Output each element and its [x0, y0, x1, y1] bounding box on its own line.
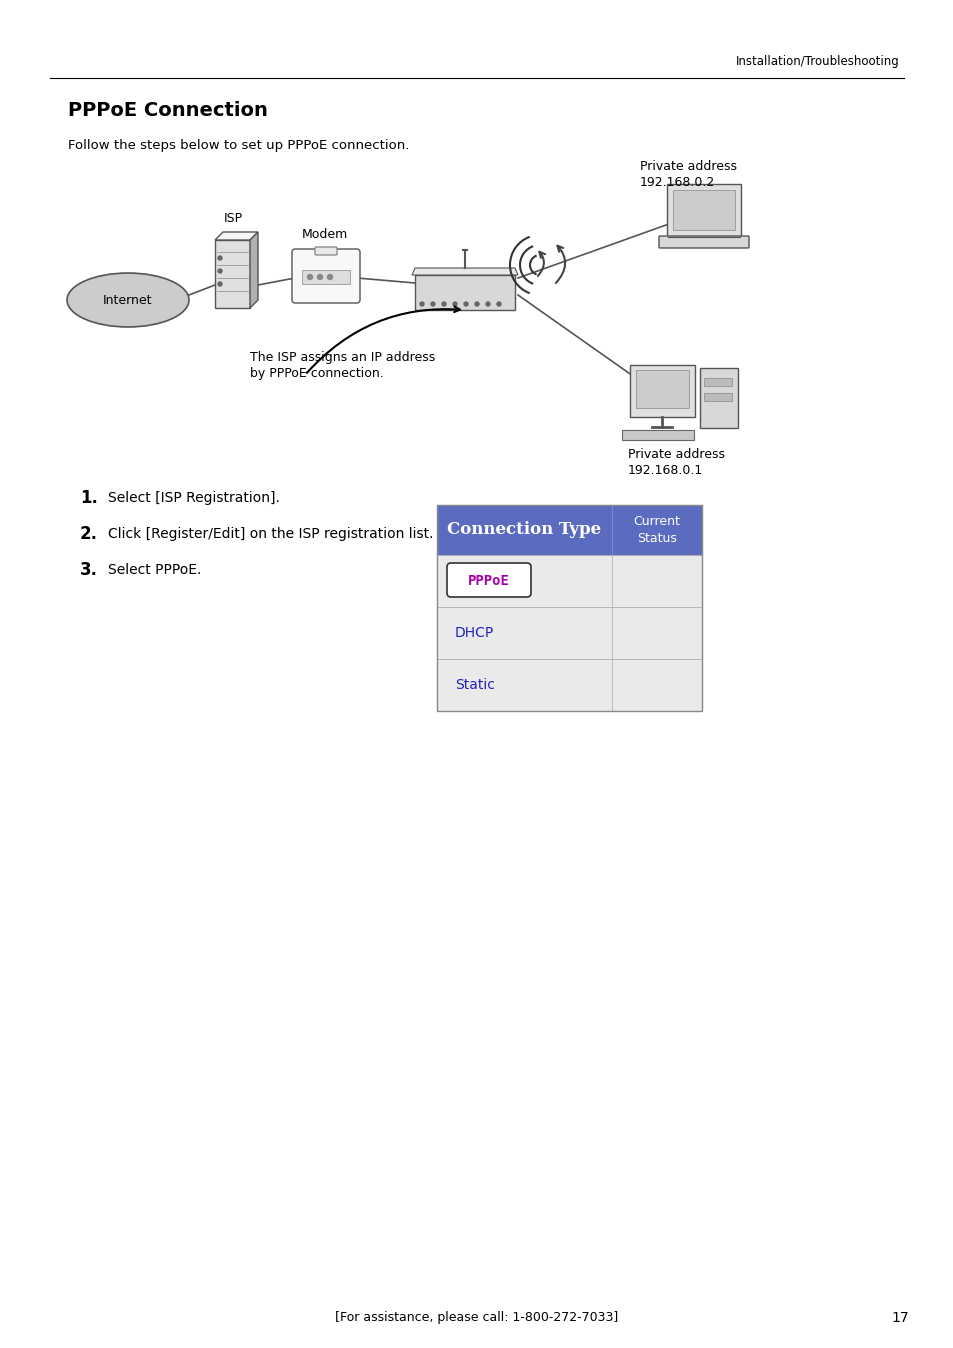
Text: Select [ISP Registration].: Select [ISP Registration]. [108, 491, 279, 506]
Text: Follow the steps below to set up PPPoE connection.: Follow the steps below to set up PPPoE c… [68, 139, 409, 151]
Circle shape [463, 302, 468, 306]
Ellipse shape [67, 274, 189, 328]
Polygon shape [412, 268, 517, 275]
Text: Internet: Internet [103, 294, 152, 306]
Circle shape [218, 256, 222, 260]
Text: Select PPPoE.: Select PPPoE. [108, 563, 201, 577]
Text: PPPoE: PPPoE [468, 574, 510, 588]
FancyBboxPatch shape [447, 563, 531, 597]
FancyBboxPatch shape [436, 506, 612, 555]
Circle shape [218, 282, 222, 286]
Polygon shape [250, 232, 257, 307]
Text: [For assistance, please call: 1-800-272-7033]: [For assistance, please call: 1-800-272-… [335, 1312, 618, 1325]
Circle shape [453, 302, 456, 306]
Circle shape [441, 302, 446, 306]
Text: Private address: Private address [639, 159, 737, 173]
Circle shape [327, 275, 333, 279]
Text: by PPPoE connection.: by PPPoE connection. [250, 368, 383, 380]
Circle shape [218, 270, 222, 274]
Text: Modem: Modem [301, 229, 348, 241]
Circle shape [475, 302, 478, 306]
Circle shape [317, 275, 322, 279]
FancyBboxPatch shape [436, 555, 701, 607]
Text: DHCP: DHCP [455, 625, 494, 640]
FancyBboxPatch shape [292, 249, 359, 303]
Text: 192.168.0.2: 192.168.0.2 [639, 175, 715, 189]
FancyBboxPatch shape [302, 270, 350, 284]
Text: Static: Static [455, 678, 495, 692]
Circle shape [307, 275, 313, 279]
Text: Private address: Private address [627, 449, 724, 461]
Text: ISP: ISP [223, 212, 242, 225]
Text: Current
Status: Current Status [633, 515, 679, 545]
Circle shape [431, 302, 435, 306]
FancyBboxPatch shape [666, 183, 740, 239]
FancyBboxPatch shape [436, 659, 701, 710]
Polygon shape [214, 240, 250, 307]
Text: 1.: 1. [80, 489, 98, 507]
Text: PPPoE Connection: PPPoE Connection [68, 101, 268, 120]
FancyBboxPatch shape [703, 377, 731, 386]
Text: 3.: 3. [80, 561, 98, 580]
Circle shape [497, 302, 500, 306]
FancyBboxPatch shape [703, 394, 731, 400]
FancyBboxPatch shape [672, 190, 734, 231]
Text: Click [Register/Edit] on the ISP registration list.: Click [Register/Edit] on the ISP registr… [108, 527, 433, 541]
Text: 192.168.0.1: 192.168.0.1 [627, 464, 702, 476]
FancyBboxPatch shape [314, 247, 336, 255]
FancyBboxPatch shape [659, 236, 748, 248]
FancyBboxPatch shape [621, 430, 693, 439]
Text: Connection Type: Connection Type [447, 522, 601, 538]
FancyBboxPatch shape [415, 275, 515, 310]
Text: The ISP assigns an IP address: The ISP assigns an IP address [250, 352, 435, 364]
Text: Installation/Troubleshooting: Installation/Troubleshooting [736, 55, 899, 69]
Circle shape [419, 302, 423, 306]
Text: 2.: 2. [80, 524, 98, 543]
FancyBboxPatch shape [612, 506, 701, 555]
Circle shape [485, 302, 490, 306]
FancyBboxPatch shape [700, 368, 738, 429]
FancyBboxPatch shape [636, 369, 688, 408]
Polygon shape [214, 232, 257, 240]
Text: 17: 17 [890, 1312, 908, 1325]
FancyBboxPatch shape [629, 365, 695, 417]
FancyBboxPatch shape [436, 607, 701, 659]
